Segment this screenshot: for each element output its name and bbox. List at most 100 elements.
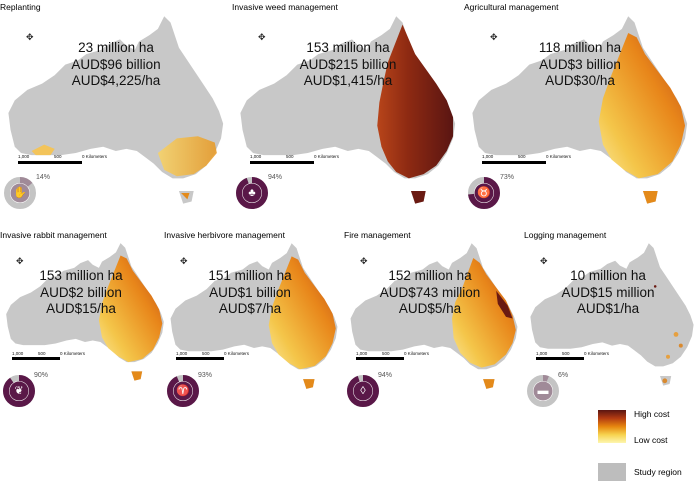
coverage-percent: 94% bbox=[378, 372, 393, 379]
scale-label-0: 0 Kilometers bbox=[404, 351, 430, 356]
north-arrow-icon: ✥ bbox=[490, 32, 498, 42]
scale-bar bbox=[536, 357, 584, 360]
rabbit-icon: ❦ bbox=[14, 385, 24, 397]
scale-bar bbox=[176, 357, 224, 360]
scale-label-0: 0 Kilometers bbox=[314, 154, 340, 159]
per-ha-cost-text: AUD$4,225/ha bbox=[71, 73, 161, 88]
coverage-percent: 94% bbox=[268, 174, 283, 181]
map-panel: Replanting ✥ 23 million ha AUD$96 billio… bbox=[0, 0, 232, 232]
north-arrow-icon: ✥ bbox=[26, 32, 34, 42]
panel-title: Agricultural management bbox=[464, 2, 559, 12]
australia-map bbox=[530, 243, 694, 386]
north-arrow-icon: ✥ bbox=[258, 32, 266, 42]
tree-icon: ♣ bbox=[248, 187, 256, 199]
cost-legend-gradient bbox=[598, 410, 626, 443]
australia-map bbox=[8, 16, 224, 204]
area-text: 151 million ha bbox=[208, 268, 292, 283]
north-arrow-icon: ✥ bbox=[16, 256, 24, 266]
australia-map bbox=[240, 16, 456, 204]
scale-bar bbox=[356, 357, 404, 360]
coverage-percent: 90% bbox=[34, 372, 49, 379]
legend-high-cost: High cost bbox=[634, 409, 670, 419]
coverage-donut bbox=[526, 374, 560, 413]
coverage-percent: 93% bbox=[198, 372, 213, 379]
cost-summary: 23 million ha AUD$96 billion AUD$4,225/h… bbox=[0, 40, 232, 90]
scale-bar bbox=[482, 161, 546, 164]
legend-low-cost: Low cost bbox=[634, 435, 668, 445]
scale-bar bbox=[250, 161, 314, 164]
per-ha-cost-text: AUD$1,415/ha bbox=[303, 73, 393, 88]
north-arrow-icon: ✥ bbox=[360, 256, 368, 266]
legend-study-region: Study region bbox=[634, 467, 682, 477]
cost-summary: 10 million ha AUD$15 million AUD$1/ha bbox=[520, 268, 696, 318]
map-panel: Agricultural management ✥ 118 million ha… bbox=[464, 0, 696, 232]
panel-title: Logging management bbox=[524, 230, 607, 240]
coverage-donut bbox=[3, 176, 37, 215]
study-region-swatch bbox=[598, 463, 626, 481]
scale-label-500: 500 bbox=[286, 154, 294, 159]
australia-map bbox=[472, 16, 688, 204]
seedling-hand-icon: ✋ bbox=[13, 187, 27, 199]
panel-title: Fire management bbox=[344, 230, 411, 240]
cost-summary: 152 million ha AUD$743 million AUD$5/ha bbox=[340, 268, 520, 318]
coverage-donut bbox=[2, 374, 36, 413]
scale-label-0: 0 Kilometers bbox=[60, 351, 86, 356]
flame-icon: ◊ bbox=[360, 385, 366, 397]
scale-label-500: 500 bbox=[518, 154, 526, 159]
area-text: 118 million ha bbox=[538, 40, 622, 55]
australia-map bbox=[350, 243, 518, 389]
scale-label-1000: 1,000 bbox=[482, 154, 494, 159]
scale-label-0: 0 Kilometers bbox=[584, 351, 610, 356]
scale-label-1000: 1,000 bbox=[18, 154, 30, 159]
cost-summary: 153 million ha AUD$2 billion AUD$15/ha bbox=[0, 268, 166, 318]
australia-map bbox=[170, 243, 338, 389]
total-cost-text: AUD$15 million bbox=[561, 284, 655, 300]
per-ha-cost-text: AUD$1/ha bbox=[576, 301, 640, 316]
australia-map bbox=[6, 243, 164, 381]
scale-label-1000: 1,000 bbox=[356, 351, 368, 356]
total-cost-text: AUD$743 million bbox=[379, 284, 481, 300]
coverage-percent: 6% bbox=[558, 372, 569, 379]
scale-label-1000: 1,000 bbox=[250, 154, 262, 159]
total-cost-text: AUD$96 billion bbox=[71, 56, 161, 72]
map-panel: Fire management ✥ 152 million ha AUD$743… bbox=[344, 228, 576, 460]
total-cost-text: AUD$215 billion bbox=[299, 56, 397, 72]
total-cost-text: AUD$2 billion bbox=[40, 284, 122, 300]
scale-bar bbox=[12, 357, 60, 360]
total-cost-text: AUD$1 billion bbox=[209, 284, 291, 300]
scale-label-1000: 1,000 bbox=[12, 351, 24, 356]
scale-label-500: 500 bbox=[38, 351, 46, 356]
scale-label-500: 500 bbox=[562, 351, 570, 356]
scale-label-0: 0 Kilometers bbox=[546, 154, 572, 159]
map-panel: Invasive rabbit management ✥ 153 million… bbox=[0, 228, 232, 460]
scale-label-0: 0 Kilometers bbox=[224, 351, 250, 356]
total-cost-text: AUD$3 billion bbox=[539, 56, 621, 72]
cow-icon: ♉ bbox=[477, 187, 491, 199]
cost-summary: 118 million ha AUD$3 billion AUD$30/ha bbox=[464, 40, 696, 90]
scale-label-1000: 1,000 bbox=[536, 351, 548, 356]
north-arrow-icon: ✥ bbox=[540, 256, 548, 266]
coverage-donut bbox=[467, 176, 501, 215]
scale-label-500: 500 bbox=[382, 351, 390, 356]
coverage-percent: 14% bbox=[36, 174, 51, 181]
goat-icon: ♈ bbox=[176, 385, 190, 397]
area-text: 153 million ha bbox=[306, 40, 390, 55]
per-ha-cost-text: AUD$7/ha bbox=[218, 301, 282, 316]
scale-label-500: 500 bbox=[202, 351, 210, 356]
log-truck-icon: ▬ bbox=[537, 385, 549, 397]
area-text: 10 million ha bbox=[570, 268, 646, 283]
map-panel: Invasive weed management ✥ 153 million h… bbox=[232, 0, 464, 232]
cost-summary: 153 million ha AUD$215 billion AUD$1,415… bbox=[232, 40, 464, 90]
scale-label-0: 0 Kilometers bbox=[82, 154, 108, 159]
scale-label-500: 500 bbox=[54, 154, 62, 159]
panel-title: Invasive rabbit management bbox=[0, 230, 107, 240]
panel-title: Replanting bbox=[0, 2, 41, 12]
per-ha-cost-text: AUD$15/ha bbox=[46, 301, 116, 316]
coverage-donut bbox=[235, 176, 269, 215]
cost-summary: 151 million ha AUD$1 billion AUD$7/ha bbox=[160, 268, 340, 318]
per-ha-cost-text: AUD$30/ha bbox=[545, 73, 615, 88]
panel-title: Invasive weed management bbox=[232, 2, 338, 12]
area-text: 153 million ha bbox=[39, 268, 123, 283]
area-text: 152 million ha bbox=[388, 268, 472, 283]
scale-label-1000: 1,000 bbox=[176, 351, 188, 356]
